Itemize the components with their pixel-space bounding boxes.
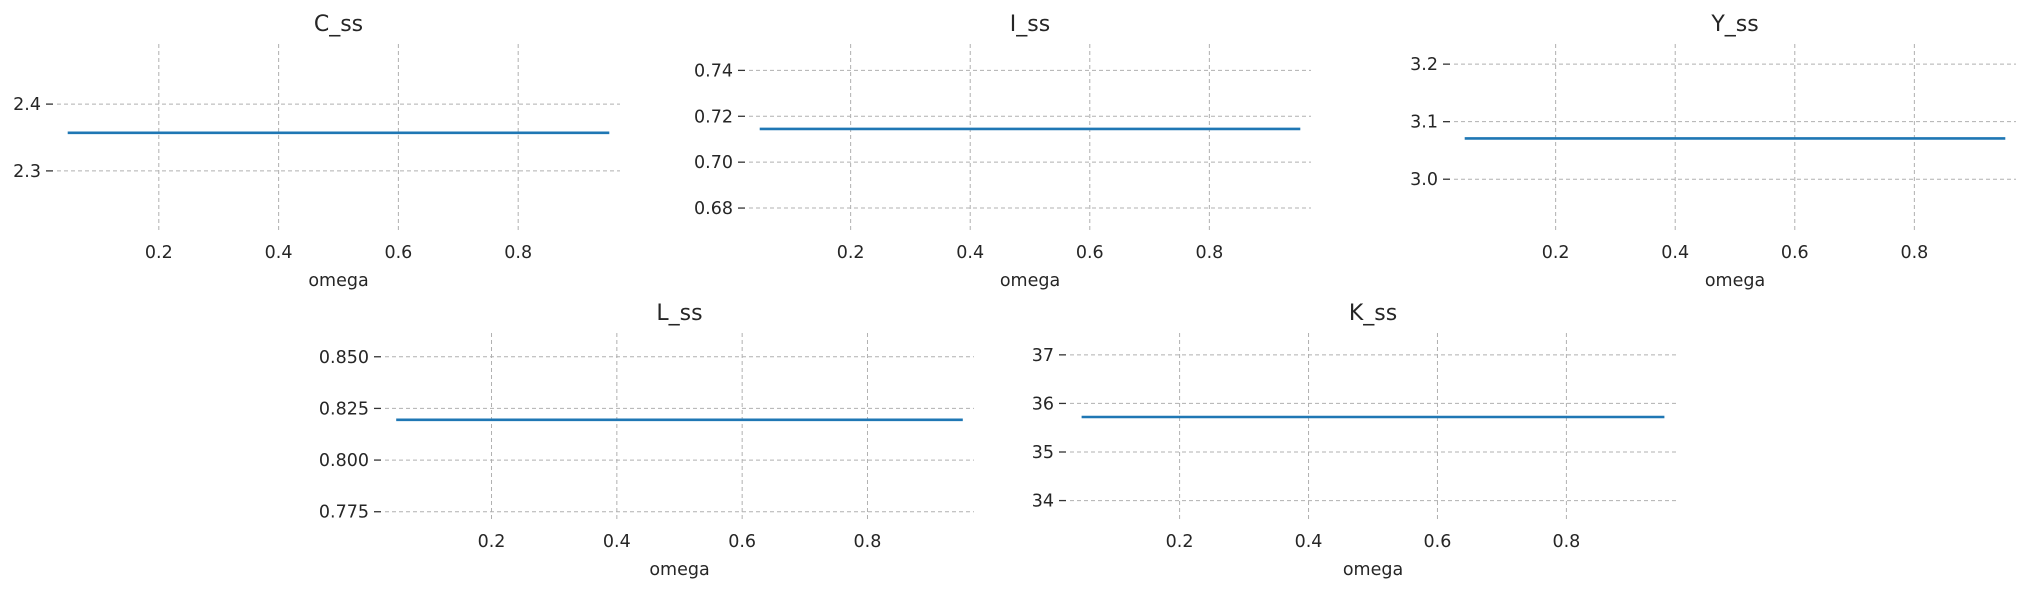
y-tick-label: 0.68 <box>694 199 733 219</box>
x-tick-label: 0.2 <box>837 243 865 263</box>
x-tick-label: 0.8 <box>504 243 532 263</box>
x-axis-label: omega <box>1705 271 1765 291</box>
x-tick-label: 0.2 <box>1542 243 1570 263</box>
subplot-title: L_ss <box>656 301 702 326</box>
x-tick-label: 0.4 <box>1295 532 1323 552</box>
y-tick-label: 0.800 <box>319 451 369 471</box>
x-axis-label: omega <box>1343 560 1403 580</box>
subplot-title: Y_ss <box>1710 12 1758 37</box>
y-tick-label: 3.2 <box>1410 55 1438 75</box>
subplot-title: K_ss <box>1349 301 1397 326</box>
x-tick-label: 0.4 <box>603 532 631 552</box>
y-tick-label: 0.775 <box>319 503 369 523</box>
x-axis-label: omega <box>649 560 709 580</box>
x-tick-label: 0.4 <box>1661 243 1689 263</box>
subplot-l-ss: 0.2 0.4 0.6 0.8 0.775 0.800 0.825 0.850 L_ssomeg… <box>319 301 974 580</box>
x-tick-label: 0.8 <box>1900 243 1928 263</box>
subplot-title: I_ss <box>1010 12 1050 37</box>
y-tick-label: 0.825 <box>319 399 369 419</box>
x-tick-label: 0.2 <box>478 532 506 552</box>
x-tick-label: 0.4 <box>956 243 984 263</box>
x-tick-label: 0.4 <box>265 243 293 263</box>
x-tick-label: 0.6 <box>1076 243 1104 263</box>
x-tick-label: 0.8 <box>1195 243 1223 263</box>
y-tick-label: 35 <box>1032 443 1054 463</box>
y-tick-label: 2.4 <box>13 95 41 115</box>
y-tick-label: 2.3 <box>13 162 41 182</box>
x-axis-label: omega <box>1000 271 1060 291</box>
x-tick-label: 0.8 <box>1552 532 1580 552</box>
x-tick-label: 0.2 <box>145 243 173 263</box>
y-tick-label: 0.70 <box>694 153 733 173</box>
y-tick-label: 3.0 <box>1410 170 1438 190</box>
x-tick-label: 0.6 <box>728 532 756 552</box>
x-tick-label: 0.6 <box>1424 532 1452 552</box>
y-tick-label: 37 <box>1032 346 1054 366</box>
x-axis-label: omega <box>308 271 368 291</box>
y-tick-label: 36 <box>1032 394 1054 414</box>
y-tick-label: 0.72 <box>694 107 733 127</box>
y-tick-label: 0.74 <box>694 61 733 81</box>
y-tick-label: 34 <box>1032 492 1054 512</box>
y-tick-label: 3.1 <box>1410 113 1438 133</box>
x-tick-label: 0.2 <box>1166 532 1194 552</box>
subplot-title: C_ss <box>314 12 363 37</box>
x-tick-label: 0.6 <box>1781 243 1809 263</box>
x-tick-label: 0.8 <box>854 532 882 552</box>
x-tick-label: 0.6 <box>384 243 412 263</box>
y-tick-label: 0.850 <box>319 348 369 368</box>
